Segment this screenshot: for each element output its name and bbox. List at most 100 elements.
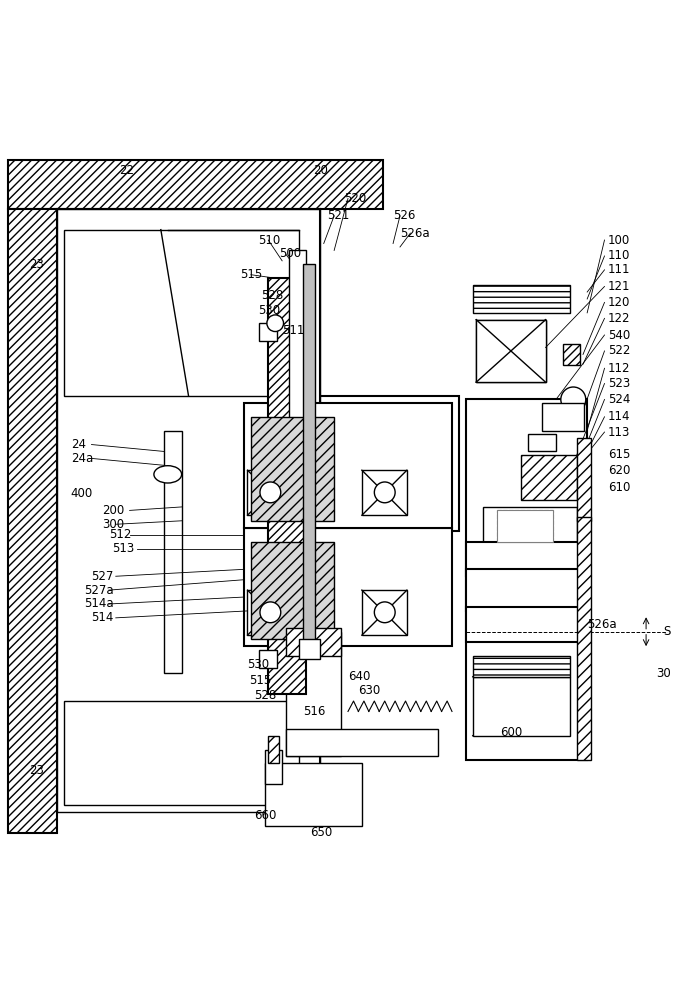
Bar xyxy=(251,417,334,521)
Circle shape xyxy=(260,602,280,623)
Text: 113: 113 xyxy=(608,426,631,439)
Bar xyxy=(476,320,546,382)
Text: 527a: 527a xyxy=(85,584,114,597)
Bar xyxy=(260,650,276,668)
Text: 600: 600 xyxy=(500,726,523,739)
Text: 615: 615 xyxy=(608,448,631,461)
Bar xyxy=(8,209,57,833)
Bar xyxy=(285,628,341,656)
Text: 515: 515 xyxy=(250,674,272,687)
Text: 521: 521 xyxy=(327,209,349,222)
Bar xyxy=(264,750,282,784)
Text: 650: 650 xyxy=(310,826,332,839)
Bar xyxy=(473,677,570,736)
Text: 100: 100 xyxy=(608,234,630,247)
Text: 24a: 24a xyxy=(71,452,93,465)
Text: 30: 30 xyxy=(656,667,671,680)
Text: 527: 527 xyxy=(91,570,114,583)
Bar xyxy=(303,264,315,653)
Text: 514: 514 xyxy=(91,611,114,624)
Bar xyxy=(466,607,587,642)
Text: 528: 528 xyxy=(261,289,283,302)
Text: 112: 112 xyxy=(608,362,631,375)
Text: 200: 200 xyxy=(102,504,124,517)
Bar xyxy=(473,656,570,677)
Circle shape xyxy=(374,602,395,623)
Text: 400: 400 xyxy=(71,487,93,500)
Bar xyxy=(289,250,306,438)
Bar xyxy=(299,639,320,659)
Text: 528: 528 xyxy=(255,689,277,702)
Bar xyxy=(244,403,452,528)
Bar xyxy=(466,569,587,611)
Text: 24: 24 xyxy=(71,438,86,451)
Bar xyxy=(57,209,320,812)
Text: 524: 524 xyxy=(608,393,631,406)
Text: 510: 510 xyxy=(258,234,280,247)
Bar xyxy=(8,160,383,209)
Text: 122: 122 xyxy=(608,312,631,325)
Text: 120: 120 xyxy=(608,296,631,309)
Circle shape xyxy=(267,315,283,332)
Text: 111: 111 xyxy=(608,263,631,276)
Text: 512: 512 xyxy=(109,528,132,541)
Text: 522: 522 xyxy=(608,344,631,357)
Text: 500: 500 xyxy=(278,247,301,260)
Text: 121: 121 xyxy=(608,280,631,293)
Bar xyxy=(483,507,577,542)
Bar xyxy=(251,542,334,639)
Text: 20: 20 xyxy=(313,164,329,177)
Text: 22: 22 xyxy=(119,164,134,177)
Bar xyxy=(285,729,438,756)
Bar xyxy=(268,736,278,763)
Bar xyxy=(64,701,299,805)
Bar xyxy=(268,278,306,694)
Bar xyxy=(563,344,580,365)
Bar xyxy=(244,528,452,646)
Bar xyxy=(473,285,570,313)
Text: 660: 660 xyxy=(255,809,277,822)
Text: 630: 630 xyxy=(358,684,381,697)
Bar xyxy=(248,470,292,515)
Bar xyxy=(237,396,459,531)
Text: 520: 520 xyxy=(345,192,367,205)
Bar xyxy=(466,399,587,760)
Bar xyxy=(521,455,577,500)
Text: S: S xyxy=(663,625,671,638)
Text: 526a: 526a xyxy=(587,618,617,631)
Circle shape xyxy=(374,482,395,503)
Bar xyxy=(285,632,341,756)
Bar xyxy=(362,470,407,515)
Bar xyxy=(64,230,299,396)
Bar xyxy=(577,517,591,760)
Text: 515: 515 xyxy=(241,268,263,281)
Bar xyxy=(248,590,292,635)
Bar xyxy=(264,763,362,826)
Text: 540: 540 xyxy=(608,329,630,342)
Bar xyxy=(260,323,276,341)
Text: 110: 110 xyxy=(608,249,631,262)
Bar xyxy=(577,438,591,521)
Ellipse shape xyxy=(154,466,182,483)
Circle shape xyxy=(561,387,586,412)
Text: 530: 530 xyxy=(258,304,280,317)
Text: 514a: 514a xyxy=(85,597,114,610)
Bar xyxy=(476,320,546,382)
Text: 300: 300 xyxy=(102,518,124,531)
Bar xyxy=(362,590,407,635)
Text: 114: 114 xyxy=(608,410,631,423)
Text: 526: 526 xyxy=(393,209,416,222)
Text: 610: 610 xyxy=(608,481,631,494)
Text: 523: 523 xyxy=(608,377,630,390)
Text: 620: 620 xyxy=(608,464,631,477)
Text: 23: 23 xyxy=(29,764,44,777)
Bar xyxy=(497,510,553,542)
Text: 530: 530 xyxy=(248,658,269,671)
Bar xyxy=(466,542,587,576)
Text: 23: 23 xyxy=(29,258,44,271)
Bar xyxy=(164,431,182,673)
Bar xyxy=(542,403,584,431)
Text: 640: 640 xyxy=(348,670,370,683)
Text: 511: 511 xyxy=(282,324,305,337)
Circle shape xyxy=(260,482,280,503)
